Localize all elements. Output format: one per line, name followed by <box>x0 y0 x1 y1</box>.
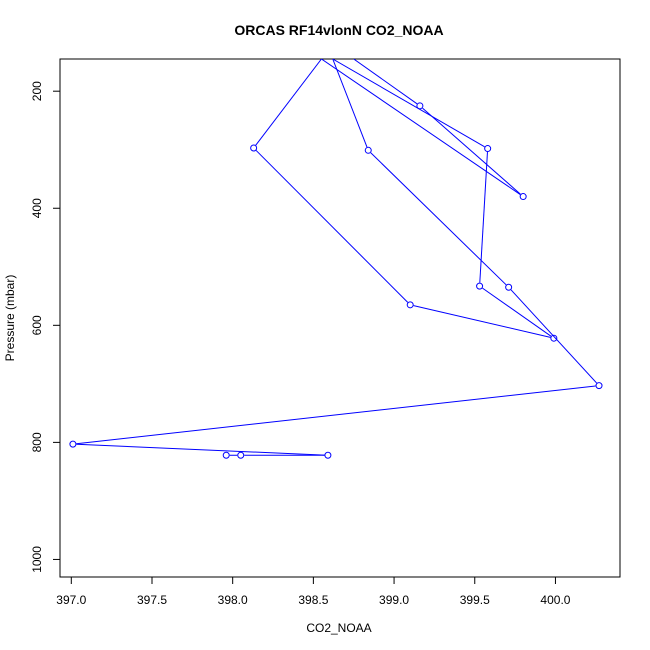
x-axis: 397.0 397.5 398.0 398.5 399.0 399.5 400.0 <box>56 576 571 607</box>
x-tick-label: 399.5 <box>460 593 490 607</box>
data-point <box>476 282 484 290</box>
data-point <box>595 382 603 390</box>
data-point <box>416 102 424 110</box>
series-line-segment <box>76 443 325 456</box>
series-line-segment <box>76 385 596 445</box>
data-point <box>505 283 513 291</box>
series-line-segment <box>422 107 521 195</box>
x-tick-label: 398.5 <box>298 593 328 607</box>
data-point <box>519 193 527 201</box>
series-group <box>69 59 603 459</box>
series-line-segment <box>255 150 409 303</box>
series-line-segment <box>321 59 521 195</box>
data-point <box>364 146 372 154</box>
data-point <box>250 144 258 152</box>
y-tick-label: 400 <box>30 198 44 218</box>
x-tick-label: 397.0 <box>56 593 86 607</box>
chart-title: ORCAS RF14vlonN CO2_NOAA <box>234 22 443 38</box>
x-tick-label: 398.0 <box>218 593 248 607</box>
y-axis: 200 400 600 800 1000 <box>30 81 61 573</box>
data-point <box>222 451 230 459</box>
y-tick-label: 800 <box>30 432 44 452</box>
data-point <box>406 301 414 309</box>
series-line-segment <box>332 59 368 148</box>
y-tick-label: 600 <box>30 315 44 335</box>
series-line-segment <box>370 152 507 286</box>
series-line-segment <box>510 289 598 384</box>
data-point <box>324 451 332 459</box>
series-line-segment <box>255 59 322 146</box>
x-tick-label: 399.0 <box>379 593 409 607</box>
x-tick-label: 397.5 <box>137 593 167 607</box>
data-point <box>69 440 77 448</box>
series-line-segment <box>353 59 418 105</box>
data-point <box>550 334 558 342</box>
series-line-segment <box>482 287 552 337</box>
data-point <box>237 451 245 459</box>
data-point <box>484 145 492 153</box>
x-axis-label: CO2_NOAA <box>306 621 371 635</box>
series-line-segment <box>332 59 485 148</box>
y-tick-label: 1000 <box>30 546 44 573</box>
y-axis-label: Pressure (mbar) <box>3 275 17 362</box>
series-line-segment <box>413 305 551 338</box>
x-tick-label: 400.0 <box>540 593 570 607</box>
y-tick-label: 200 <box>30 81 44 101</box>
plot-frame <box>59 58 621 578</box>
